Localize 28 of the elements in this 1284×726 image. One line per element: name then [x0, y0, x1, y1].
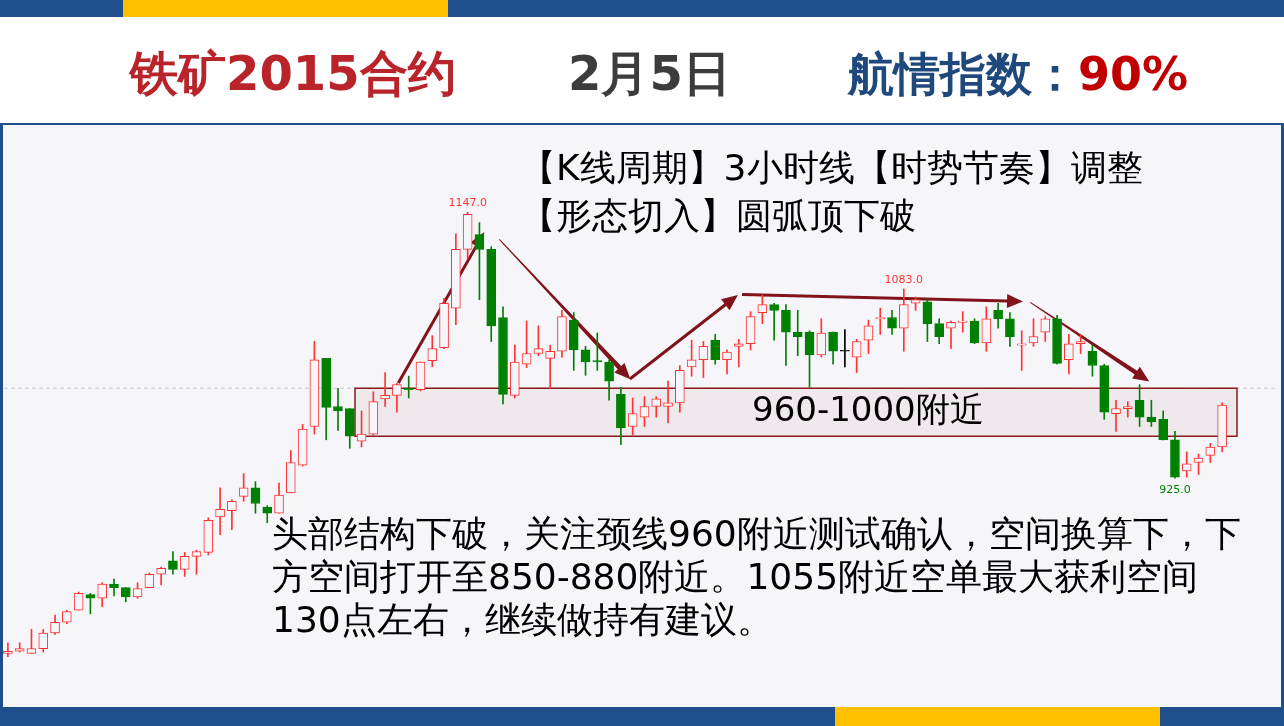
text: 【K线周期】3小时线【时势节奏】调整: [520, 146, 1143, 189]
candlestick: [769, 302, 779, 341]
candlestick: [1122, 401, 1133, 418]
chart-title: 铁矿2015合约: [130, 44, 456, 103]
annotation: 1083.0: [884, 273, 924, 287]
candlestick: [946, 320, 956, 349]
candlestick: [733, 338, 744, 368]
candlestick: [957, 311, 968, 333]
annotation: 925.0: [1159, 483, 1191, 497]
annotation: 1147.0: [448, 196, 487, 210]
candlestick: [545, 344, 555, 389]
candlestick: [1016, 330, 1027, 371]
candlestick: [663, 380, 673, 424]
candlestick: [592, 332, 603, 371]
candlestick: [109, 578, 119, 597]
candlestick: [3, 642, 13, 657]
band-label: 960-1000附近: [752, 389, 984, 430]
candlestick: [380, 372, 390, 407]
annotation: 头部结构下破，关注颈线960附近测试确认，空间换算下，下方空间打开至850-880附近。1055附近空单最大获利空间130点左右，继续做持有建议。: [272, 512, 1242, 641]
text: 航情指数：: [848, 47, 1078, 101]
chart-subtitle: 2月5日: [568, 44, 731, 103]
candlestick: [840, 329, 850, 368]
candlestick: [333, 387, 343, 431]
candlestick: [215, 487, 225, 535]
text: 90%: [1078, 47, 1189, 101]
candlestick: [1111, 399, 1121, 432]
annotation: 【形态切入】圆弧顶下破: [520, 194, 916, 237]
candlestick: [792, 310, 803, 357]
